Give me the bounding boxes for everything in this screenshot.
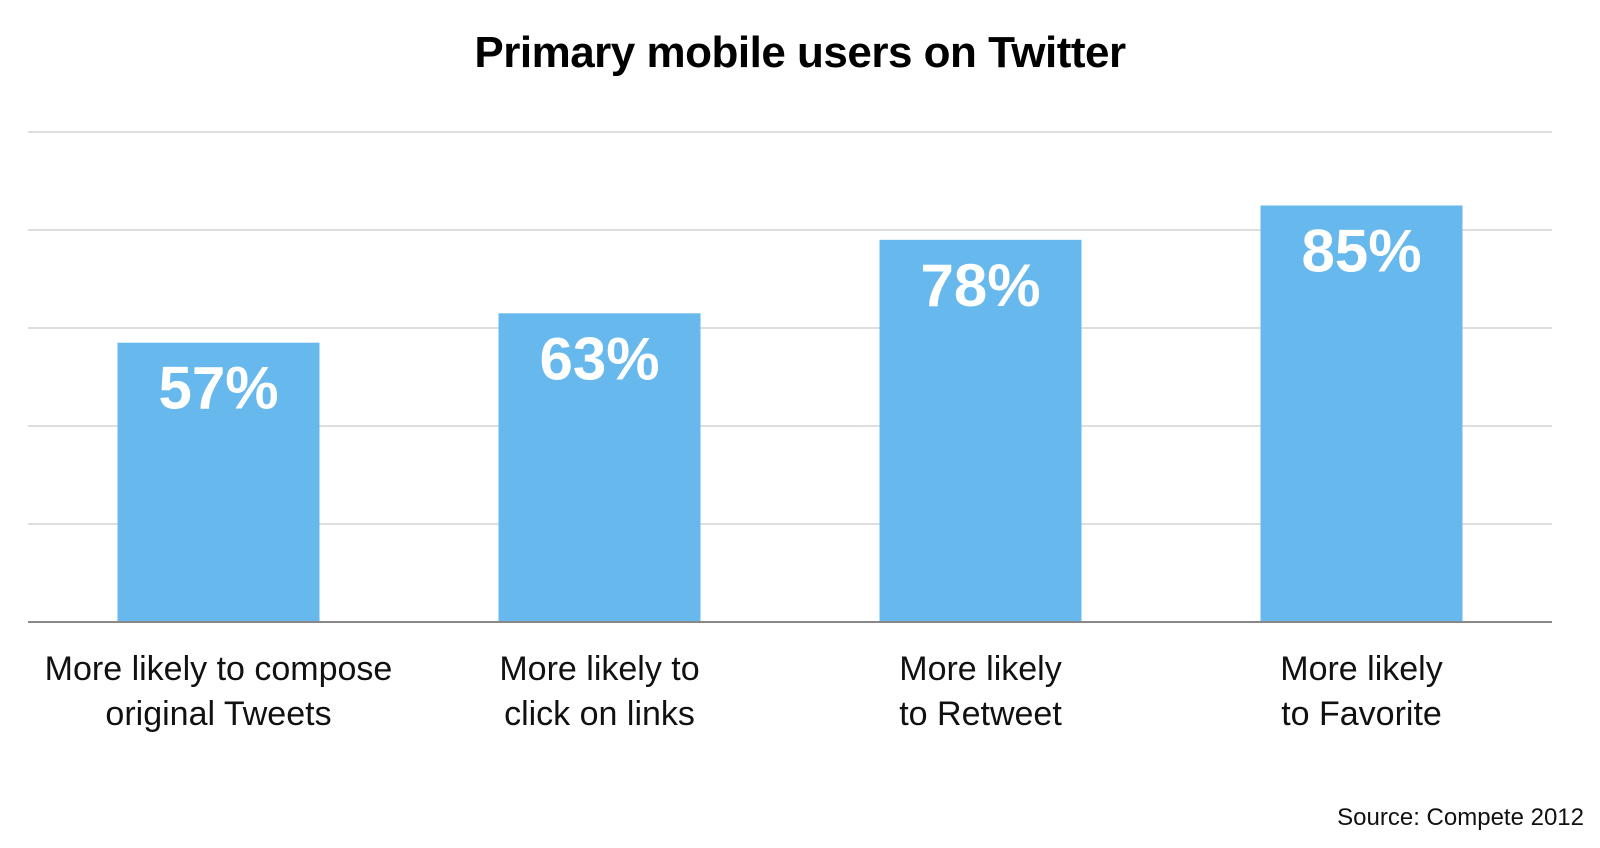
chart-title: Primary mobile users on Twitter (474, 28, 1126, 77)
bar (498, 313, 701, 622)
category-label: More likely (899, 650, 1061, 688)
category-label: More likely to (499, 650, 699, 688)
value-label: 78% (920, 252, 1040, 319)
value-label: 57% (158, 355, 278, 422)
category-label: to Favorite (1281, 695, 1442, 733)
category-label: More likely (1280, 650, 1442, 688)
category-label: to Retweet (899, 695, 1062, 733)
bar (879, 239, 1082, 623)
value-label: 63% (539, 325, 659, 392)
source-note: Source: Compete 2012 (1337, 804, 1584, 831)
category-label: More likely to compose (45, 650, 393, 688)
category-label: original Tweets (105, 695, 331, 733)
bars: 57% 63% 78% 85% (117, 205, 1463, 623)
category-label: click on links (504, 695, 695, 733)
bar (1260, 205, 1463, 622)
bar (117, 342, 320, 622)
category-labels: More likely to compose original Tweets Mor… (45, 650, 1443, 733)
value-label: 85% (1301, 218, 1421, 285)
